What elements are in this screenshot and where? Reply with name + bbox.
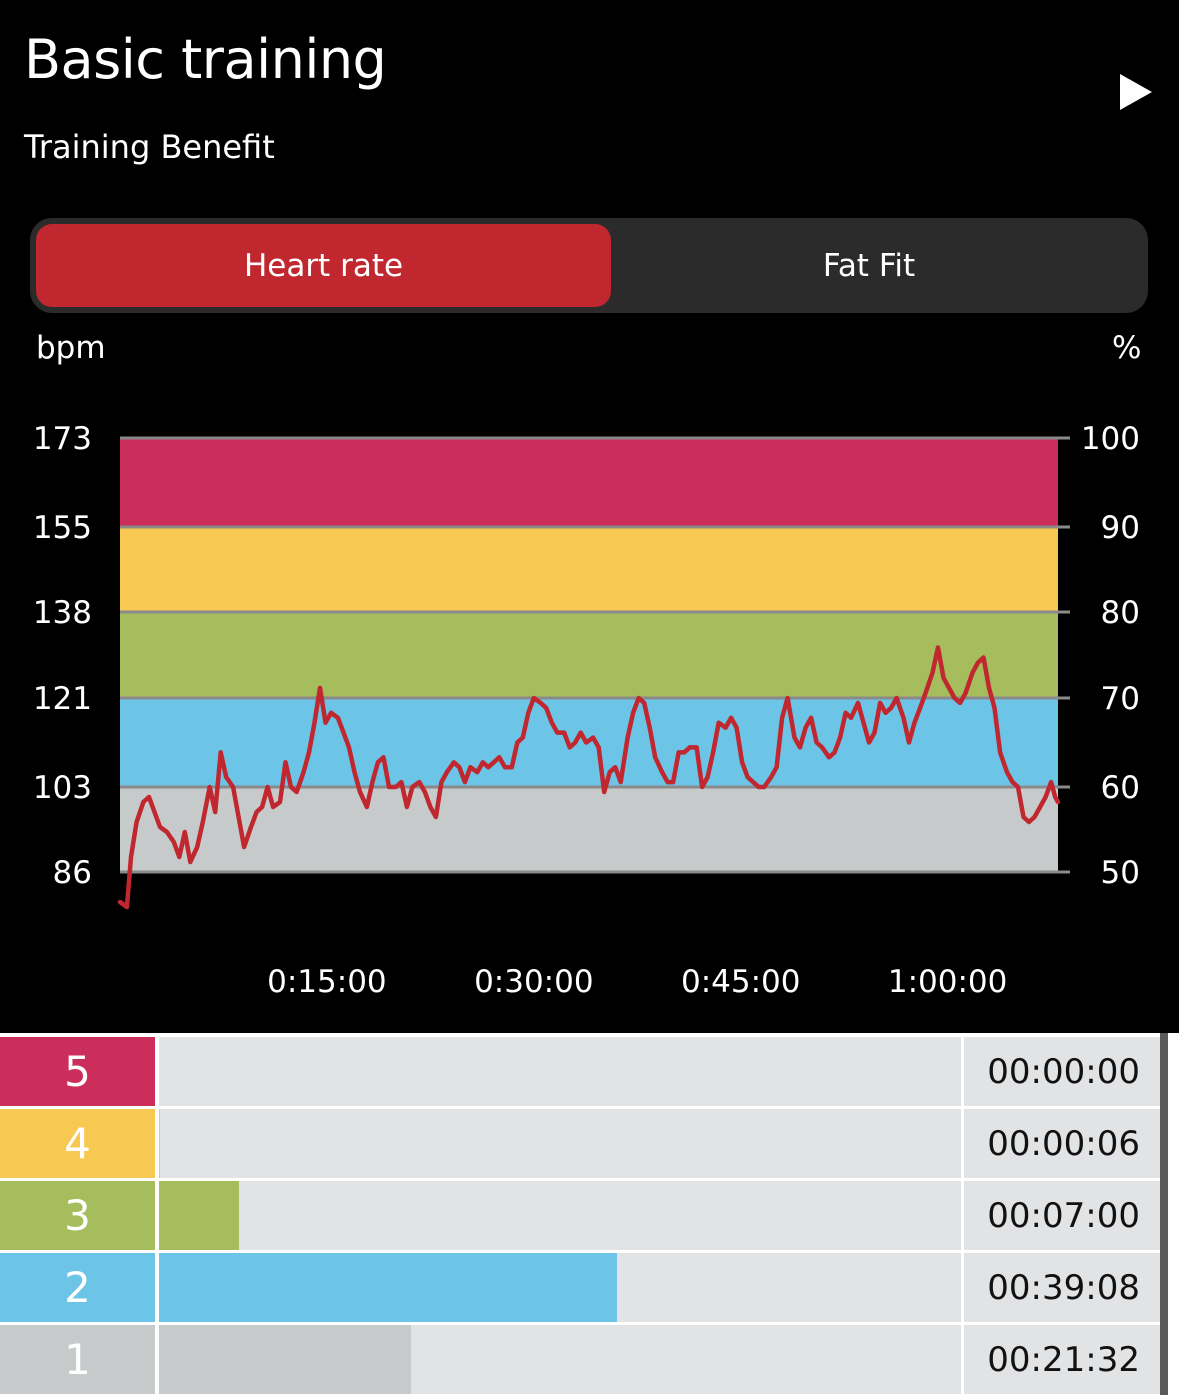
tab-bar: Fat Fit Heart rate bbox=[30, 218, 1148, 313]
scrollbar[interactable] bbox=[1160, 1033, 1168, 1395]
zone-number: 1 bbox=[0, 1325, 155, 1394]
y-tick-left: 86 bbox=[53, 855, 92, 891]
page-title: Basic training bbox=[24, 28, 387, 91]
y-tick-right: 50 bbox=[1101, 855, 1140, 891]
zone-row-2[interactable]: 2 00:39:08 bbox=[0, 1253, 1179, 1322]
x-tick: 0:15:00 bbox=[267, 964, 387, 1000]
y-axis-unit-right: % bbox=[1112, 330, 1142, 366]
zone-bands bbox=[120, 438, 1058, 872]
tab-fat-fit[interactable]: Fat Fit bbox=[822, 247, 916, 284]
zone-time-bar bbox=[159, 1325, 411, 1394]
zone-time: 00:00:00 bbox=[964, 1037, 1160, 1106]
x-tick: 0:45:00 bbox=[681, 964, 801, 1000]
zone-band-4 bbox=[120, 527, 1058, 612]
zone-time: 00:00:06 bbox=[964, 1109, 1160, 1178]
zone-band-1 bbox=[120, 787, 1058, 872]
y-tick-right: 70 bbox=[1101, 681, 1140, 717]
grid-lines bbox=[120, 436, 1070, 874]
zone-time-bar-track bbox=[159, 1325, 961, 1394]
y-tick-right: 90 bbox=[1101, 510, 1140, 546]
zone-number: 2 bbox=[0, 1253, 155, 1322]
y-axis-unit-left: bpm bbox=[36, 330, 106, 366]
zone-number: 4 bbox=[0, 1109, 155, 1178]
y-ticks-left: 173 155 138 121 103 86 bbox=[33, 421, 92, 891]
tab-heart-rate[interactable]: Heart rate bbox=[36, 224, 611, 307]
page-subtitle: Training Benefit bbox=[24, 128, 275, 166]
y-tick-left: 103 bbox=[33, 770, 92, 806]
zone-number: 5 bbox=[0, 1037, 155, 1106]
heart-rate-line bbox=[117, 645, 1061, 910]
y-tick-left: 173 bbox=[33, 421, 92, 457]
zone-time: 00:07:00 bbox=[964, 1181, 1160, 1250]
zone-summary-table: 5 00:00:00 4 00:00:06 3 00:07:00 2 00:39:08 1 00:… bbox=[0, 1033, 1179, 1395]
zone-row-3[interactable]: 3 00:07:00 bbox=[0, 1181, 1179, 1250]
zone-time-bar-track bbox=[159, 1037, 961, 1106]
x-tick: 1:00:00 bbox=[888, 964, 1008, 1000]
zone-time-bar-track bbox=[159, 1253, 961, 1322]
zone-band-5 bbox=[120, 438, 1058, 527]
y-tick-right: 100 bbox=[1081, 421, 1140, 457]
zone-number: 3 bbox=[0, 1181, 155, 1250]
x-tick: 0:30:00 bbox=[474, 964, 594, 1000]
zone-time: 00:39:08 bbox=[964, 1253, 1160, 1322]
y-tick-left: 138 bbox=[33, 595, 92, 631]
zone-row-5[interactable]: 5 00:00:00 bbox=[0, 1037, 1179, 1106]
y-tick-right: 60 bbox=[1101, 770, 1140, 806]
y-ticks-right: 100 90 80 70 60 50 bbox=[1081, 421, 1140, 891]
zone-time-bar-track bbox=[159, 1109, 961, 1178]
play-icon[interactable] bbox=[1118, 72, 1154, 112]
zone-row-4[interactable]: 4 00:00:06 bbox=[0, 1109, 1179, 1178]
zone-time: 00:21:32 bbox=[964, 1325, 1160, 1394]
zone-time-bar-track bbox=[159, 1181, 961, 1250]
x-ticks: 0:15:00 0:30:00 0:45:00 1:00:00 bbox=[267, 964, 1007, 1000]
zone-row-1[interactable]: 1 00:21:32 bbox=[0, 1325, 1179, 1394]
y-tick-left: 121 bbox=[33, 681, 92, 717]
y-tick-left: 155 bbox=[33, 510, 92, 546]
zone-band-3 bbox=[120, 612, 1058, 698]
zone-time-bar bbox=[159, 1253, 617, 1322]
y-tick-right: 80 bbox=[1101, 595, 1140, 631]
zone-time-bar bbox=[159, 1109, 160, 1178]
zone-time-bar bbox=[159, 1181, 240, 1250]
